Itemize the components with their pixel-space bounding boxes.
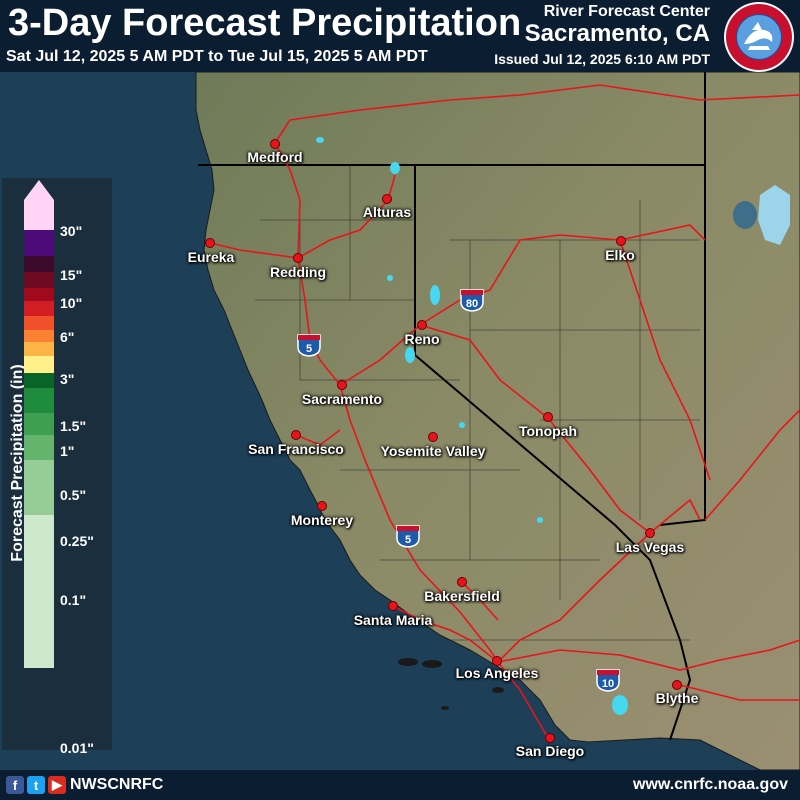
nws-logo[interactable] — [722, 0, 796, 74]
legend-swatch — [24, 288, 54, 301]
city-marker — [205, 238, 215, 248]
city-marker — [616, 236, 626, 246]
city-label: San Francisco — [248, 441, 344, 457]
city-label: Alturas — [362, 204, 412, 220]
legend-swatch — [24, 272, 54, 288]
legend-label: 3" — [60, 371, 75, 387]
city-label: Blythe — [655, 690, 699, 706]
legend-label: 30" — [60, 223, 83, 239]
legend-label: 0.1" — [60, 592, 87, 608]
legend-label: 0.01" — [60, 740, 94, 756]
social-handle[interactable]: NWSCNRFC — [70, 776, 164, 793]
great-salt-lake — [733, 185, 790, 245]
channel-islands — [398, 658, 504, 710]
legend-colorbar — [24, 180, 54, 668]
city-label: Monterey — [290, 512, 354, 528]
land-mass — [195, 71, 800, 771]
city-marker — [428, 432, 438, 442]
youtube-icon[interactable]: ▶ — [48, 776, 66, 794]
legend-swatch — [24, 413, 54, 435]
legend-swatch — [24, 388, 54, 413]
interstate-shield: 5 — [297, 334, 321, 357]
city-marker — [317, 501, 327, 511]
footer-bar: f t ▶ NWSCNRFC www.cnrfc.noaa.gov — [0, 770, 800, 800]
header-bar: 3-Day Forecast Precipitation Sat Jul 12,… — [0, 0, 800, 72]
legend-label: 0.5" — [60, 487, 87, 503]
interstate-number: 80 — [466, 298, 478, 310]
lakes — [316, 137, 628, 715]
city-label: Medford — [247, 149, 303, 165]
city-marker — [645, 528, 655, 538]
city-marker — [388, 601, 398, 611]
legend-swatch — [24, 316, 54, 330]
city-marker — [457, 577, 467, 587]
legend-swatch — [24, 373, 54, 388]
legend-swatch — [24, 342, 54, 356]
city-marker — [382, 194, 392, 204]
legend-swatch — [24, 301, 54, 316]
city-marker — [337, 380, 347, 390]
social-icons: f t ▶ — [6, 776, 66, 794]
legend-panel: Forecast Precipitation (in) 30" 15" 10" 6" 3… — [2, 178, 112, 756]
city-label: Tonopah — [518, 423, 578, 439]
rfc-label: River Forecast Center — [543, 3, 710, 20]
city-label: Bakersfield — [424, 588, 500, 604]
city-label: Reno — [404, 331, 440, 347]
city-label: Santa Maria — [353, 612, 433, 628]
legend-label: 15" — [60, 267, 83, 283]
legend-swatch — [24, 180, 54, 230]
city-label: Las Vegas — [615, 539, 685, 555]
interstate-shield: 5 — [396, 525, 420, 548]
rfc-location: Sacramento, CA — [524, 20, 710, 47]
city-label: Los Angeles — [455, 665, 539, 681]
city-marker — [270, 139, 280, 149]
legend-label: 1.5" — [60, 418, 87, 434]
city-marker — [492, 656, 502, 666]
map-title: 3-Day Forecast Precipitation — [8, 2, 522, 44]
city-label: Elko — [605, 247, 635, 263]
city-marker — [545, 733, 555, 743]
facebook-icon[interactable]: f — [6, 776, 24, 794]
interstate-shield: 10 — [596, 669, 620, 692]
legend-swatch — [24, 515, 54, 668]
interstate-number: 5 — [306, 343, 312, 355]
twitter-icon[interactable]: t — [27, 776, 45, 794]
legend-label: 1" — [60, 443, 75, 459]
issued-time: Issued Jul 12, 2025 6:10 AM PDT — [494, 51, 710, 67]
city-marker — [291, 430, 301, 440]
legend-swatch — [24, 256, 54, 272]
legend-label: 6" — [60, 329, 75, 345]
website-link[interactable]: www.cnrfc.noaa.gov — [633, 776, 788, 793]
city-label: Yosemite Valley — [380, 443, 486, 459]
legend-swatch — [24, 460, 54, 515]
city-label: Redding — [270, 264, 326, 280]
legend-swatch — [24, 356, 54, 373]
legend-swatch — [24, 435, 54, 460]
date-range: Sat Jul 12, 2025 5 AM PDT to Tue Jul 15,… — [6, 48, 428, 65]
interstate-number: 5 — [405, 534, 411, 546]
city-marker — [417, 320, 427, 330]
city-label: San Diego — [515, 743, 585, 759]
highways — [209, 84, 800, 739]
legend-swatch — [24, 330, 54, 342]
city-marker — [543, 412, 553, 422]
city-marker — [293, 253, 303, 263]
legend-label: 0.25" — [60, 533, 94, 549]
interstate-number: 10 — [602, 678, 614, 690]
city-marker — [672, 680, 682, 690]
interstate-shield: 80 — [460, 289, 484, 312]
legend-swatch — [24, 230, 54, 256]
legend-label: 10" — [60, 295, 83, 311]
city-label: Eureka — [187, 249, 235, 265]
city-label: Sacramento — [301, 391, 383, 407]
